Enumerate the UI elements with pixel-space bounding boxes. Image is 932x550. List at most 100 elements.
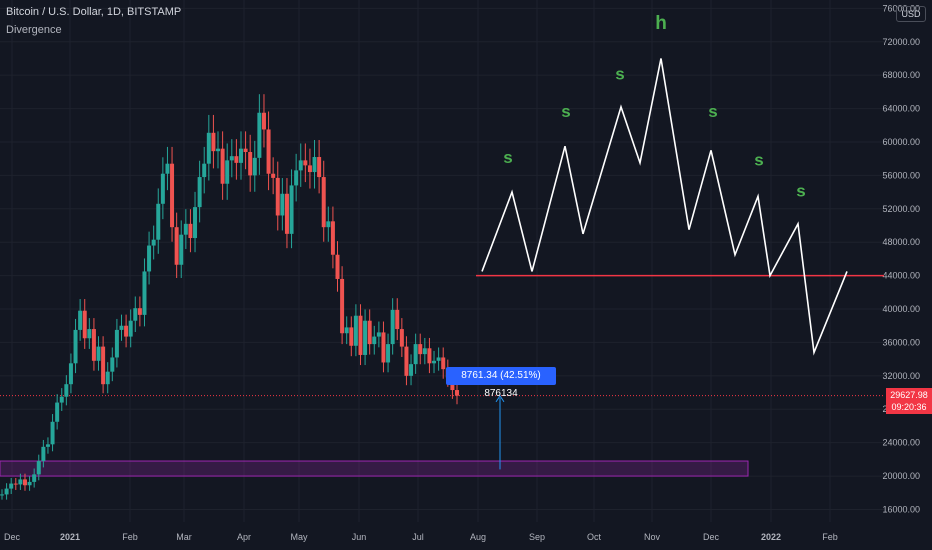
last-price-tag: 29627.98 09:20:36 [886, 388, 932, 414]
y-tick-label: 40000.00 [882, 304, 920, 314]
candle-body [353, 315, 358, 346]
candle-body [119, 325, 124, 330]
candle-body [32, 474, 37, 482]
candle-body [376, 332, 381, 337]
candle-body [312, 157, 317, 173]
candle-body [73, 329, 78, 364]
y-tick-label: 44000.00 [882, 271, 920, 281]
y-tick-label: 48000.00 [882, 237, 920, 247]
candle-body [41, 446, 46, 462]
candle-body [330, 221, 335, 255]
y-tick-label: 68000.00 [882, 70, 920, 80]
candle-body [432, 360, 437, 364]
candle-body [409, 364, 414, 376]
candle-body [298, 160, 303, 171]
currency-badge[interactable]: USD [896, 6, 926, 22]
candle-body [381, 332, 386, 363]
candle-body [358, 315, 363, 355]
candle-body [427, 348, 432, 364]
candle-body [317, 157, 322, 178]
candle-body [124, 325, 129, 337]
candle-body [45, 444, 50, 447]
candle-body [174, 227, 179, 265]
candle-body [390, 309, 395, 345]
candle-body [225, 160, 230, 184]
candle-body [13, 483, 18, 485]
x-tick-label: Dec [703, 532, 720, 542]
y-tick-label: 72000.00 [882, 37, 920, 47]
candle-body [326, 221, 331, 228]
measure-label: 8761.34 (42.51%) 876134 [446, 367, 556, 399]
candle-body [64, 384, 69, 397]
pattern-label-shoulder: s [708, 102, 717, 121]
candle-body [4, 488, 9, 495]
x-tick-label: Jun [352, 532, 367, 542]
x-tick-label: 2022 [761, 532, 781, 542]
bar-countdown: 09:20:36 [891, 402, 927, 412]
candle-body [399, 329, 404, 347]
symbol-title[interactable]: Bitcoin / U.S. Dollar, 1D, BITSTAMP [6, 6, 182, 18]
y-tick-label: 76000.00 [882, 3, 920, 13]
candle-body [248, 152, 253, 176]
x-tick-label: 2021 [60, 532, 80, 542]
candle-body [156, 203, 161, 240]
pattern-label-shoulder: s [615, 64, 624, 83]
candle-body [216, 148, 221, 152]
candle-body [18, 479, 23, 485]
x-tick-label: Mar [176, 532, 192, 542]
candle-body [335, 254, 340, 279]
candle-body [344, 327, 349, 334]
candle-body [271, 173, 276, 178]
candle-body [202, 163, 207, 178]
candle-body [151, 239, 156, 246]
candle-body [211, 132, 216, 152]
y-tick-label: 56000.00 [882, 170, 920, 180]
candle-body [257, 112, 262, 158]
candle-body [266, 129, 271, 174]
last-price-value: 29627.98 [890, 390, 928, 400]
x-tick-label: Dec [4, 532, 21, 542]
candle-body [372, 336, 377, 345]
candle-body [413, 344, 418, 365]
candle-body [147, 245, 152, 272]
candle-body [404, 346, 409, 376]
candle-body [367, 320, 372, 345]
candle-body [59, 396, 64, 403]
candle-body [87, 329, 92, 339]
x-tick-label: Apr [237, 532, 251, 542]
candle-body [340, 278, 345, 334]
candle-body [55, 402, 60, 422]
candle-body [128, 320, 133, 337]
support-zone [0, 460, 749, 477]
candle-body [422, 348, 427, 355]
y-tick-label: 60000.00 [882, 137, 920, 147]
pattern-label-shoulder: s [796, 181, 805, 200]
candle-body [22, 479, 27, 486]
indicator-label[interactable]: Divergence [6, 24, 62, 36]
candle-body [252, 157, 257, 176]
candle-body [349, 327, 354, 346]
pattern-label-shoulder: s [561, 102, 570, 121]
x-tick-label: Aug [470, 532, 486, 542]
candle-body [193, 207, 198, 239]
pattern-label-shoulder: s [503, 148, 512, 167]
candle-body [68, 363, 73, 385]
candle-body [114, 329, 119, 358]
candle-body [188, 223, 193, 239]
x-tick-label: Oct [587, 532, 602, 542]
pattern-projection [481, 58, 848, 356]
x-tick-label: Feb [122, 532, 138, 542]
candle-body [206, 132, 211, 164]
y-tick-label: 16000.00 [882, 504, 920, 514]
candle-body [133, 308, 138, 321]
candle-body [101, 346, 106, 385]
candle-body [363, 320, 368, 355]
pattern-label-head: h [655, 13, 667, 34]
y-tick-label: 52000.00 [882, 204, 920, 214]
candle-body [275, 177, 280, 216]
candle-body [436, 357, 441, 361]
candle-body [9, 483, 14, 489]
candle-body [110, 357, 115, 372]
y-tick-label: 36000.00 [882, 337, 920, 347]
